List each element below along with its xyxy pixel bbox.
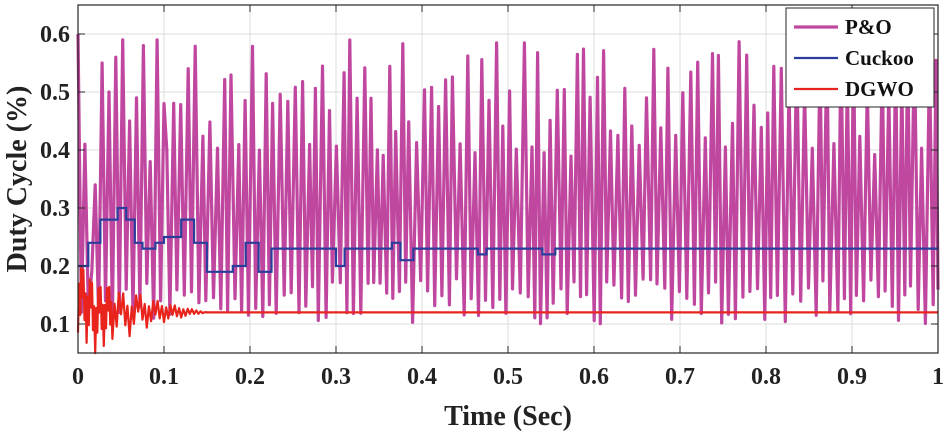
legend-entry-cuckoo: Cuckoo <box>794 46 914 70</box>
legend-entry-po: P&O <box>794 15 892 39</box>
x-tick-label: 0 <box>72 364 84 390</box>
x-tick-label: 0.2 <box>235 364 265 390</box>
x-tick-label: 0.7 <box>665 364 695 390</box>
legend-label-dgwo: DGWO <box>845 77 914 101</box>
y-axis-title: Duty Cycle (%) <box>2 86 33 273</box>
x-axis-ticks: 0 0.1 0.2 0.3 0.4 0.5 0.6 0.7 0.8 0.9 1 <box>72 5 944 390</box>
x-axis-title: Time (Sec) <box>444 401 572 432</box>
series-line-dgwo <box>76 265 938 355</box>
x-tick-label: 0.4 <box>407 364 437 390</box>
y-tick-label: 0.3 <box>40 196 70 222</box>
x-tick-label: 0.3 <box>321 364 351 390</box>
legend-label-po: P&O <box>845 15 892 39</box>
y-axis-ticks: 0.1 0.2 0.3 0.4 0.5 0.6 <box>40 22 938 338</box>
x-tick-label: 1 <box>932 364 944 390</box>
legend: P&O Cuckoo DGWO <box>785 7 935 108</box>
y-tick-label: 0.1 <box>40 312 70 338</box>
x-tick-label: 0.9 <box>837 364 867 390</box>
x-tick-label: 0.5 <box>493 364 523 390</box>
x-tick-label: 0.6 <box>579 364 609 390</box>
legend-entry-dgwo: DGWO <box>794 77 914 101</box>
legend-label-cuckoo: Cuckoo <box>845 46 914 70</box>
y-tick-label: 0.5 <box>40 80 70 106</box>
series-line-cuckoo <box>78 206 938 273</box>
x-tick-label: 0.1 <box>149 364 179 390</box>
x-tick-label: 0.8 <box>751 364 781 390</box>
y-tick-label: 0.4 <box>40 138 70 164</box>
y-tick-label: 0.2 <box>40 254 70 280</box>
y-tick-label: 0.6 <box>40 22 70 48</box>
